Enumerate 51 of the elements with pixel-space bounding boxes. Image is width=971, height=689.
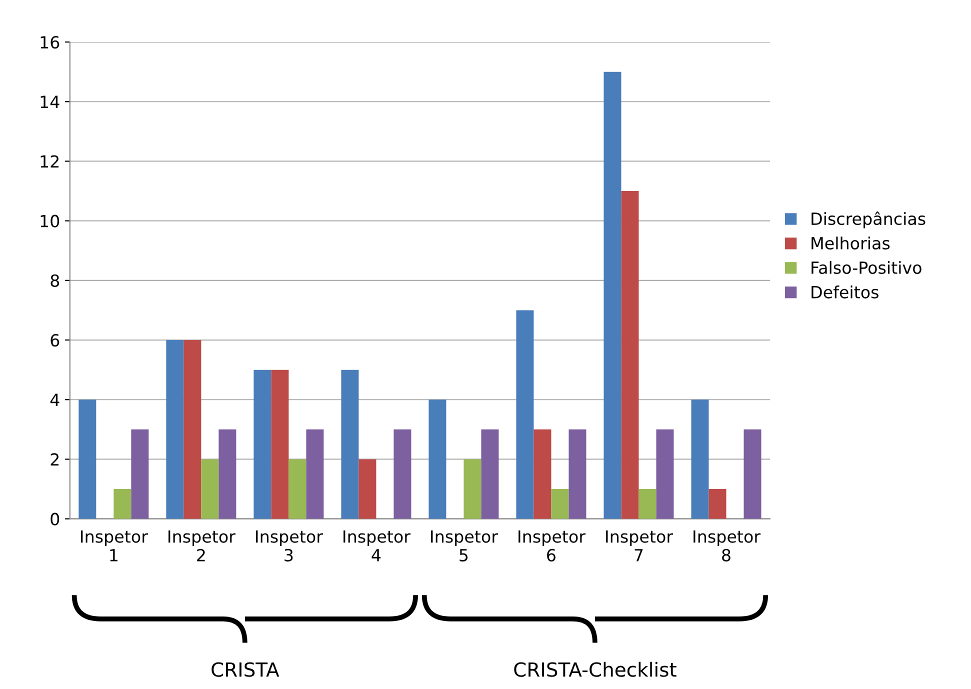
text: CRISTA (212, 662, 280, 677)
bar (254, 370, 272, 519)
bar (691, 400, 709, 519)
y-tick-label: 10 (40, 214, 60, 228)
bar (464, 459, 482, 519)
legend-label: Defeitos (812, 286, 878, 298)
y-tick-label: 16 (40, 36, 60, 49)
y-tick-label: 14 (40, 96, 60, 108)
bar (341, 370, 359, 519)
bar (638, 489, 656, 519)
text: CRISTA-Checklist (514, 662, 676, 677)
bar (218, 429, 236, 519)
legend-label: Melhorias (812, 236, 890, 250)
bar (744, 429, 762, 519)
x-tick-label: Inspetor 5 (431, 530, 498, 562)
bar (551, 489, 569, 519)
bar (394, 429, 412, 519)
bar (131, 429, 149, 519)
x-tick-label: Inspetor 2 (168, 530, 236, 562)
bar (604, 72, 622, 519)
x-tick-label: Inspetor 1 (81, 530, 148, 562)
bar (621, 191, 639, 519)
x-tick-label: Inspetor 6 (518, 530, 586, 562)
bar (534, 429, 552, 519)
bar (358, 459, 376, 519)
bar (288, 459, 306, 519)
bar (78, 400, 96, 519)
bar (656, 429, 674, 519)
bar (271, 370, 289, 519)
bar (166, 340, 184, 519)
y-tick-label: 6 (50, 334, 60, 347)
bar (568, 429, 586, 519)
x-tick-label: Inspetor 3 (256, 530, 323, 562)
x-tick-label: Inspetor 7 (606, 530, 674, 562)
y-tick-label: 8 (50, 274, 60, 287)
x-tick-label: Inspetor 4 (344, 530, 410, 562)
bar (306, 429, 324, 519)
y-tick-label: 4 (50, 394, 60, 406)
y-tick-label: 2 (50, 453, 59, 466)
y-tick-label: 12 (40, 155, 59, 168)
legend-label: Falso-Positivo (812, 261, 922, 274)
bar (184, 340, 202, 519)
x-tick-label: Inspetor 8 (694, 530, 761, 562)
bar (481, 429, 499, 519)
bar (708, 489, 726, 519)
bar (201, 459, 219, 519)
bar (516, 310, 534, 519)
legend-label: Discrepâncias (812, 211, 926, 228)
bar (114, 489, 132, 519)
y-tick-label: 0 (50, 512, 60, 526)
bar (428, 400, 446, 519)
